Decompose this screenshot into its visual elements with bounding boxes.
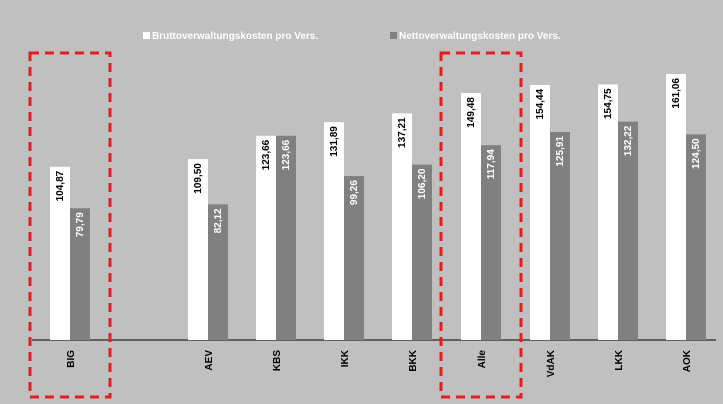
bar-brutto-aok [666,74,686,340]
bar-netto-ikk [344,176,364,340]
category-label-big: BIG [66,350,77,368]
bar-brutto-vdak [530,84,550,340]
highlight-box-alle [439,51,523,399]
value-label-netto-alle: 117,94 [486,149,497,179]
bar-brutto-lkk [598,84,618,341]
category-label-vdak: VdAK [546,349,557,377]
bar-brutto-ikk [324,122,344,340]
bars-layer [50,74,706,341]
value-label-brutto-aok: 161,06 [671,78,682,109]
bar-brutto-aev [188,159,208,340]
category-label-aok: AOK [682,349,693,372]
value-label-netto-big: 79,79 [75,212,86,237]
highlight-box-big [28,51,112,399]
bar-brutto-alle [461,93,481,340]
bar-netto-kbs [276,135,296,340]
bar-netto-big [70,208,90,340]
category-label-lkk: LKK [614,349,625,370]
value-label-brutto-vdak: 154,44 [535,89,546,120]
value-label-netto-lkk: 132,22 [623,125,634,156]
bar-netto-aev [208,204,228,340]
highlight-layer [28,51,523,399]
value-label-netto-bkk: 106,20 [417,168,428,199]
category-label-aev: AEV [204,350,215,371]
bar-netto-alle [481,145,501,340]
legend: Bruttoverwaltungskosten pro Vers. Nettov… [143,31,561,42]
bar-brutto-big [50,166,70,340]
value-label-brutto-ikk: 131,89 [329,126,340,157]
value-label-netto-ikk: 99,26 [349,180,360,205]
category-label-alle: Alle [477,350,488,369]
value-label-brutto-kbs: 123,66 [261,139,272,170]
bar-brutto-bkk [392,113,412,340]
legend-label-brutto: Bruttoverwaltungskosten pro Vers. [152,31,318,42]
value-label-brutto-lkk: 154,75 [603,88,614,119]
bar-netto-bkk [412,164,432,340]
bar-netto-aok [686,134,706,340]
value-label-brutto-big: 104,87 [55,170,66,201]
legend-swatch-netto [390,32,397,39]
value-label-netto-vdak: 125,91 [555,136,566,167]
value-label-brutto-bkk: 137,21 [397,117,408,148]
category-label-ikk: IKK [340,349,351,367]
bar-brutto-kbs [256,135,276,340]
value-label-brutto-aev: 109,50 [193,163,204,194]
labels-layer: 104,87 79,79 BIG 109,50 82,12 AEV 123,66 123,66… [55,78,702,378]
value-label-brutto-alle: 149,48 [466,97,477,128]
category-label-kbs: KBS [272,350,283,371]
value-label-netto-aok: 124,50 [691,138,702,169]
legend-label-netto: Nettoverwaltungskosten pro Vers. [399,31,561,42]
value-label-netto-kbs: 123,66 [281,139,292,170]
value-label-netto-aev: 82,12 [213,208,224,233]
legend-swatch-brutto [143,32,150,39]
bar-netto-lkk [618,121,638,340]
category-label-bkk: BKK [408,349,419,371]
bar-netto-vdak [550,132,570,340]
